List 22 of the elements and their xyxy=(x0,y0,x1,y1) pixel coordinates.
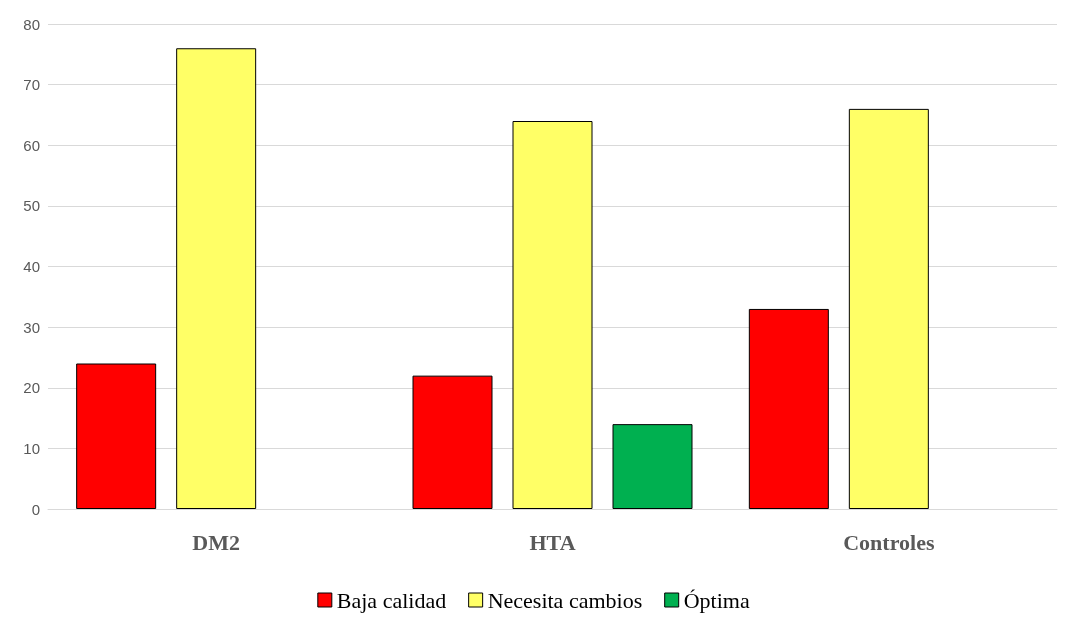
bar xyxy=(612,424,693,509)
bar xyxy=(748,308,829,509)
bar xyxy=(76,363,157,509)
legend-label: Necesita cambios xyxy=(487,587,643,613)
y-tick-label: 50 xyxy=(23,197,40,215)
y-tick-label: 60 xyxy=(23,136,40,154)
bar xyxy=(176,48,257,509)
y-tick-label: 10 xyxy=(23,439,40,457)
y-tick-label: 0 xyxy=(31,500,40,518)
y-tick-label: 20 xyxy=(23,379,40,397)
y-tick-label: 70 xyxy=(23,76,40,94)
bar xyxy=(848,108,929,509)
y-tick-label: 30 xyxy=(23,318,40,336)
y-tick-label: 40 xyxy=(23,258,40,275)
legend-label: Óptima xyxy=(683,587,750,613)
legend-label: Baja calidad xyxy=(336,587,447,613)
bar xyxy=(512,121,593,509)
y-tick-label: 80 xyxy=(23,15,40,33)
x-tick-label: HTA xyxy=(529,529,576,555)
x-tick-label: DM2 xyxy=(192,529,240,555)
x-tick-label: Controles xyxy=(843,529,935,555)
bar xyxy=(412,375,493,509)
